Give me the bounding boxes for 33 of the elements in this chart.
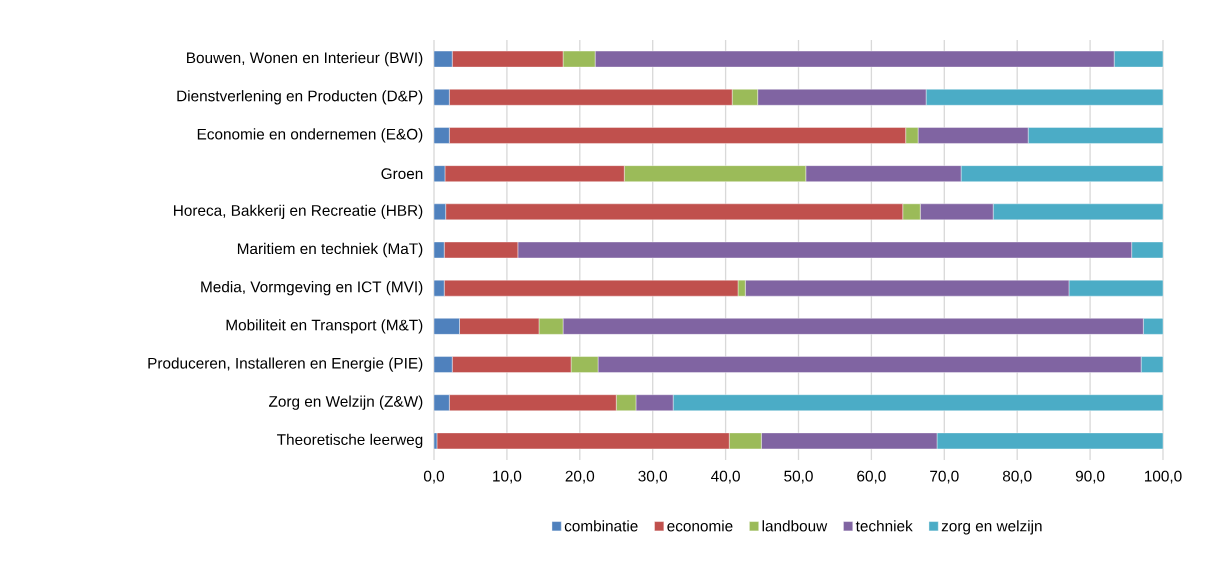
y-tick-label: Maritiem en techniek (MaT) xyxy=(237,242,423,258)
y-tick-label: Mobiliteit en Transport (M&T) xyxy=(226,319,423,334)
bar xyxy=(960,165,1163,182)
x-tick-label: 30,0 xyxy=(638,470,668,484)
bar xyxy=(925,89,1163,106)
x-tick-label: 0,0 xyxy=(423,470,445,484)
y-tick-label: Zorg en Welzijn (Z&W) xyxy=(269,395,423,410)
x-tick-label: 20,0 xyxy=(565,470,595,484)
x-tick-label: 100,0 xyxy=(1144,470,1182,484)
legend-label: landbouw xyxy=(762,520,828,532)
x-tick-label: 40,0 xyxy=(711,470,740,484)
bar xyxy=(1068,279,1163,297)
y-tick-label: Dienstverlening en Producten (D&P) xyxy=(177,90,423,105)
bar xyxy=(992,203,1163,221)
bar xyxy=(1027,127,1163,144)
bar xyxy=(672,394,1163,411)
y-tick-label: Groen xyxy=(381,168,423,180)
y-tick-label: Theoretische leerweg xyxy=(277,433,423,449)
x-tick-label: 90,0 xyxy=(1075,470,1105,484)
x-tick-label: 10,0 xyxy=(493,470,522,484)
legend-label: techniek xyxy=(855,520,913,532)
legend-label: economie xyxy=(667,520,733,532)
y-tick-label: Media, Vormgeving en ICT (MVI) xyxy=(201,281,423,296)
legend-label: combinatie xyxy=(564,520,638,532)
y-tick-label: Horeca, Bakkerij en Recreatie (HBR) xyxy=(174,204,423,219)
x-tick-label: 50,0 xyxy=(784,470,813,484)
y-tick-label: Bouwen, Wonen en Interieur (BWI) xyxy=(187,51,423,67)
x-tick-label: 70,0 xyxy=(930,470,959,484)
y-tick-label: Economie en ondernemen (E&O) xyxy=(197,128,423,143)
y-tick-label: Produceren, Installeren en Energie (PIE) xyxy=(148,357,423,372)
x-tick-label: 60,0 xyxy=(857,470,886,484)
legend-label: zorg en welzijn xyxy=(941,520,1042,535)
x-tick-label: 80,0 xyxy=(1002,470,1032,484)
